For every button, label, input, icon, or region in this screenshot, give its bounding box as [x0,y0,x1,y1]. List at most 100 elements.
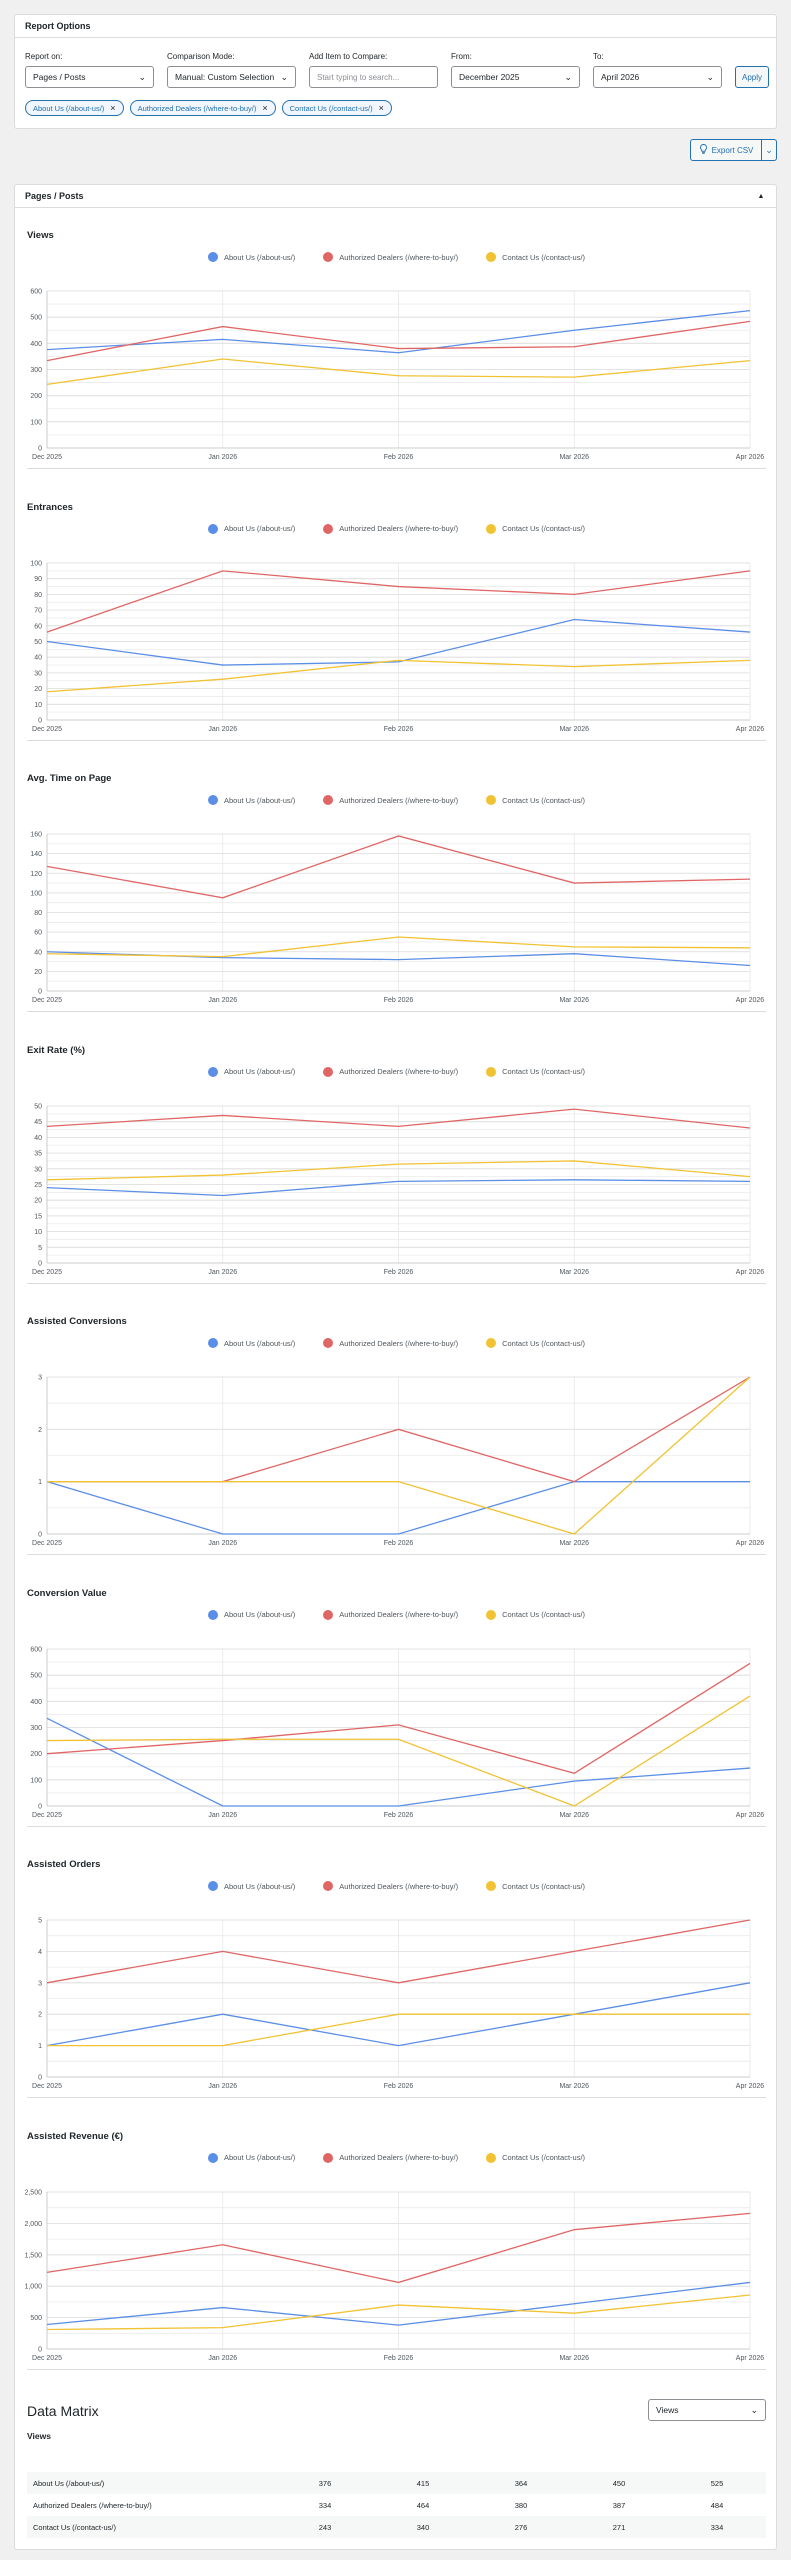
add-item-search-input[interactable] [309,66,438,88]
x-tick-label: Jan 2026 [208,726,237,733]
legend-item[interactable]: Contact Us (/contact-us/) [486,1066,585,1077]
legend-swatch [207,1066,218,1077]
y-tick-label: 40 [34,654,42,661]
selected-item-chip: Authorized Dealers (/where-to-buy/) × [129,100,276,116]
chart-legend: About Us (/about-us/) Authorized Dealers … [15,795,778,805]
x-tick-label: Mar 2026 [559,1812,589,1819]
legend-item[interactable]: Contact Us (/contact-us/) [486,523,585,534]
close-icon[interactable]: × [110,103,116,113]
export-options-toggle[interactable]: ⌄ [762,139,777,161]
y-tick-label: 300 [30,1725,42,1732]
from-month-select[interactable]: December 2025 ⌄ [451,66,580,88]
line-chart: 0 1 2 3 4 5 Dec 2025 Jan 2026 Feb 2026 Mar 2026 Ap… [32,1918,764,2091]
to-month-select[interactable]: April 2026 ⌄ [593,66,722,88]
table-cell: 276 [472,2516,570,2538]
legend-label: Authorized Dealers (/where-to-buy/) [339,1338,459,1348]
legend-item[interactable]: About Us (/about-us/) [207,1338,295,1348]
line-chart: 0 20 40 60 80 100 120 140 160 Dec 2025 Jan 2026 Feb… [30,832,764,1005]
legend-item[interactable]: Authorized Dealers (/where-to-buy/) [323,1609,458,1620]
y-tick-label: 35 [34,1150,42,1157]
y-tick-label: 2,000 [24,2220,42,2227]
y-tick-label: 20 [34,969,42,976]
y-tick-label: 20 [34,686,42,693]
legend-item[interactable]: About Us (/about-us/) [207,1881,295,1891]
line-chart: 0 10 20 30 40 50 60 70 80 90 100 Dec 2025 Jan 2026 Fe… [30,560,765,733]
section-divider [27,1282,766,1284]
x-tick-label: Apr 2026 [736,2355,765,2362]
line-chart: 0 500 1,000 1,500 2,000 2,500 Dec 2025 Jan 2026… [24,2189,765,2362]
legend-item[interactable]: About Us (/about-us/) [207,1609,295,1620]
y-tick-label: 3 [38,1375,42,1382]
legend-item[interactable]: Authorized Dealers (/where-to-buy/) [323,1881,458,1891]
series-line [46,358,751,386]
legend-swatch [486,252,497,262]
legend-label: About Us (/about-us/) [223,1067,296,1076]
legend-item[interactable]: About Us (/about-us/) [207,1066,296,1077]
legend-label: Authorized Dealers (/where-to-buy/) [339,795,459,805]
legend-label: About Us (/about-us/) [223,524,296,533]
export-csv-button[interactable]: Export CSV [690,139,762,161]
data-matrix-subtitle: Views [27,2431,51,2441]
legend-item[interactable]: Authorized Dealers (/where-to-buy/) [323,795,458,805]
report-options-title: Report Options [25,21,91,31]
legend-item[interactable]: About Us (/about-us/) [207,2152,295,2163]
legend-item[interactable]: Authorized Dealers (/where-to-buy/) [323,252,458,262]
line-chart: 0 5 10 15 20 25 30 35 40 45 50 Dec 2025 Jan 2026 Feb … [32,1103,764,1276]
y-tick-label: 10 [34,1229,42,1236]
section-divider [27,1011,766,1012]
legend-item[interactable]: Authorized Dealers (/where-to-buy/) [323,2152,458,2163]
series-line [47,2013,750,2047]
legend-item[interactable]: Contact Us (/contact-us/) [486,2152,585,2163]
legend-label: Authorized Dealers (/where-to-buy/) [339,524,459,533]
y-tick-label: 100 [30,419,42,426]
legend-swatch [323,1609,334,1620]
report-on-select[interactable]: Pages / Posts ⌄ [25,66,154,88]
y-tick-label: 0 [38,1803,42,1810]
x-tick-label: Mar 2026 [559,1269,589,1276]
x-tick-label: Apr 2026 [736,1540,765,1547]
close-icon[interactable]: × [262,103,268,113]
y-tick-label: 60 [34,930,42,937]
legend-item[interactable]: About Us (/about-us/) [207,252,295,262]
collapse-toggle-icon[interactable]: ▲ [757,192,765,200]
row-label: Authorized Dealers (/where-to-buy/) [33,2500,152,2510]
x-tick-label: Mar 2026 [559,2355,589,2362]
chart-title: Views [27,230,54,241]
row-label: About Us (/about-us/) [27,2472,276,2494]
apply-button[interactable]: Apply [735,66,770,88]
y-tick-label: 5 [38,1918,42,1925]
y-tick-label: 3 [38,1980,42,1987]
report-on-label: Report on: [25,52,63,61]
comparison-mode-select[interactable]: Manual: Custom Selection ⌄ [167,66,296,88]
close-icon[interactable]: × [378,103,384,113]
lightbulb-icon [699,144,708,156]
series-line [47,1376,751,1535]
legend-item[interactable]: About Us (/about-us/) [207,523,296,534]
x-tick-label: Dec 2025 [32,726,62,733]
legend-item[interactable]: Contact Us (/contact-us/) [486,1609,585,1620]
x-tick-label: Apr 2026 [736,726,765,733]
legend-item[interactable]: Authorized Dealers (/where-to-buy/) [323,1338,458,1348]
table-cell: 334 [318,2500,332,2510]
table-cell: 484 [710,2500,724,2510]
y-tick-label: 500 [30,315,42,322]
legend-item[interactable]: Authorized Dealers (/where-to-buy/) [323,1066,459,1077]
y-tick-label: 0 [38,2075,42,2082]
y-tick-label: 30 [34,670,42,677]
y-tick-label: 4 [38,1949,42,1956]
data-matrix-metric-select[interactable]: Views ⌄ [648,2399,766,2421]
series-line [46,309,751,354]
legend-item[interactable]: Contact Us (/contact-us/) [486,795,585,805]
legend-item[interactable]: Contact Us (/contact-us/) [486,1881,585,1891]
legend-label: Authorized Dealers (/where-to-buy/) [339,1067,459,1076]
legend-item[interactable]: Authorized Dealers (/where-to-buy/) [323,523,459,534]
y-tick-label: 25 [34,1182,42,1189]
x-tick-label: Feb 2026 [384,1540,414,1547]
legend-swatch [486,2152,497,2163]
legend-item[interactable]: Contact Us (/contact-us/) [486,252,585,262]
legend-label: Contact Us (/contact-us/) [502,1881,586,1891]
legend-swatch [486,1066,497,1077]
legend-item[interactable]: About Us (/about-us/) [207,795,295,805]
legend-item[interactable]: Contact Us (/contact-us/) [486,1338,585,1348]
y-tick-label: 1 [38,2043,42,2050]
